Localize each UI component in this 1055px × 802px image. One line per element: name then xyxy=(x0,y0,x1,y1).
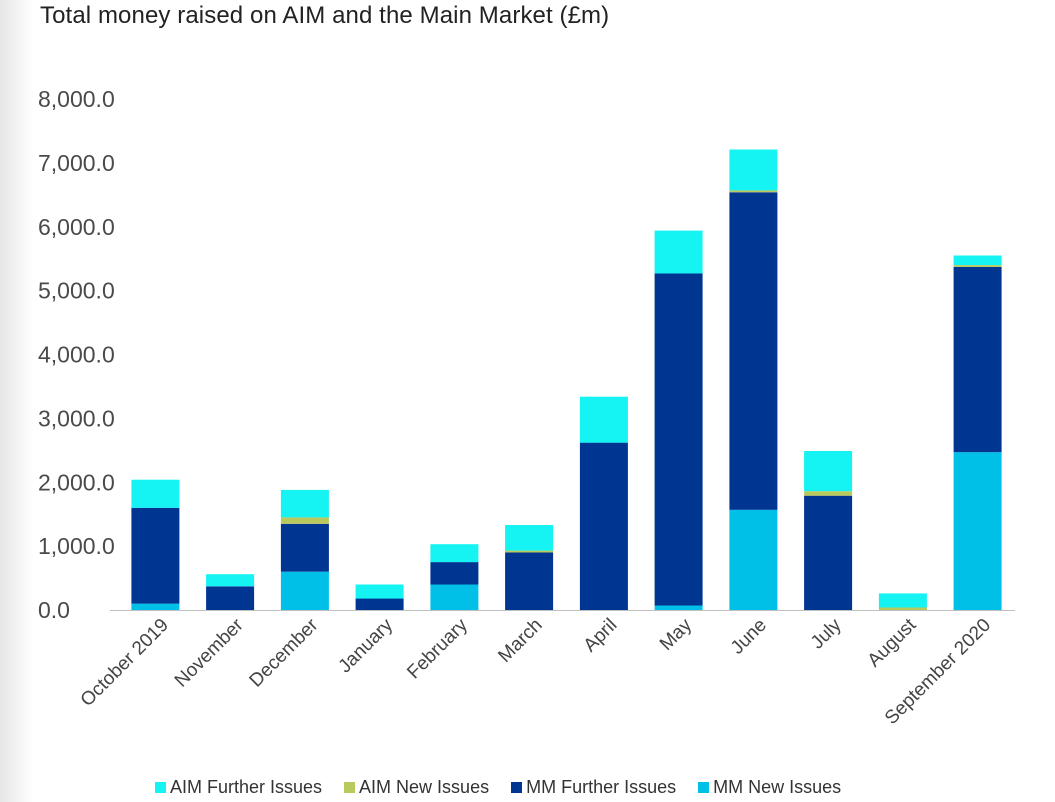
bar-segment xyxy=(505,525,554,551)
legend-swatch xyxy=(155,782,166,793)
bar-segment xyxy=(804,451,853,492)
bar-segment xyxy=(131,479,180,508)
x-tick-label: December xyxy=(246,614,323,691)
y-axis: 0.0 1,000.0 2,000.0 3,000.0 4,000.0 5,000.0 6,… xyxy=(38,86,115,623)
bar-segment xyxy=(953,452,1002,610)
bar-segment xyxy=(878,607,927,610)
bar-segment xyxy=(654,605,703,610)
bar-segment xyxy=(206,586,255,610)
x-tick-label: April xyxy=(580,615,622,657)
y-tick-label: 5,000.0 xyxy=(38,278,115,304)
legend-item: MM New Issues xyxy=(698,777,841,798)
x-tick-label: February xyxy=(403,614,472,683)
bar-segment xyxy=(804,495,853,610)
x-tick-label: January xyxy=(335,614,398,677)
x-tick-label: May xyxy=(656,614,697,655)
bar-segment xyxy=(729,192,778,510)
legend-label: AIM Further Issues xyxy=(170,777,323,797)
bar-segment xyxy=(505,550,554,553)
legend-label: AIM New Issues xyxy=(359,777,490,797)
y-tick-label: 1,000.0 xyxy=(38,533,115,559)
legend-swatch xyxy=(698,782,710,793)
legend-item: AIM Further Issues xyxy=(155,777,322,798)
left-edge-shade xyxy=(0,0,34,802)
bar-segment xyxy=(280,489,329,518)
bar-segment xyxy=(579,442,628,610)
bar-segment xyxy=(206,574,255,587)
bar-segment xyxy=(430,584,479,610)
bar-segment xyxy=(654,230,703,274)
y-tick-label: 6,000.0 xyxy=(38,214,115,240)
bar-segment xyxy=(729,509,778,610)
y-tick-label: 3,000.0 xyxy=(38,405,115,431)
x-tick-label: November xyxy=(171,614,248,691)
legend-item: AIM New Issues xyxy=(344,777,489,798)
x-tick-label: June xyxy=(727,615,771,659)
y-tick-label: 8,000.0 xyxy=(38,86,115,112)
bar-segment xyxy=(430,562,479,585)
legend-item: MM Further Issues xyxy=(511,777,676,798)
bar-segment xyxy=(355,584,404,599)
bar-segment xyxy=(280,523,329,572)
x-tick-label: March xyxy=(494,615,546,667)
bar-segment xyxy=(280,571,329,610)
bar-segment xyxy=(953,255,1002,266)
bar-segment xyxy=(579,396,628,443)
chart-title: Total money raised on AIM and the Main M… xyxy=(40,2,610,29)
bar-segment xyxy=(804,491,853,496)
bar-segment xyxy=(953,267,1002,453)
y-tick-label: 7,000.0 xyxy=(38,150,115,176)
bar-segment xyxy=(430,544,479,563)
bar-segment xyxy=(654,273,703,606)
bar-segment xyxy=(729,190,778,193)
bar-segment xyxy=(131,507,180,604)
bar-segment xyxy=(953,265,1002,267)
bar-segment xyxy=(878,593,927,608)
bar-area xyxy=(131,149,1002,610)
bar-segment xyxy=(505,552,554,610)
y-tick-label: 2,000.0 xyxy=(38,469,115,495)
chart-legend: AIM Further Issues AIM New Issues MM Furth… xyxy=(155,777,863,798)
bar-segment xyxy=(131,603,180,610)
bar-segment xyxy=(729,149,778,191)
bar-segment xyxy=(280,517,329,524)
legend-label: MM Further Issues xyxy=(526,777,677,797)
x-tick-label: October 2019 xyxy=(77,615,173,711)
legend-swatch xyxy=(344,782,356,793)
x-tick-label: August xyxy=(864,614,921,671)
y-tick-label: 0.0 xyxy=(38,597,70,623)
bar-segment xyxy=(355,598,404,610)
y-tick-label: 4,000.0 xyxy=(38,342,115,368)
x-tick-label: July xyxy=(807,614,846,653)
legend-label: MM New Issues xyxy=(713,777,842,797)
legend-swatch xyxy=(511,782,523,793)
